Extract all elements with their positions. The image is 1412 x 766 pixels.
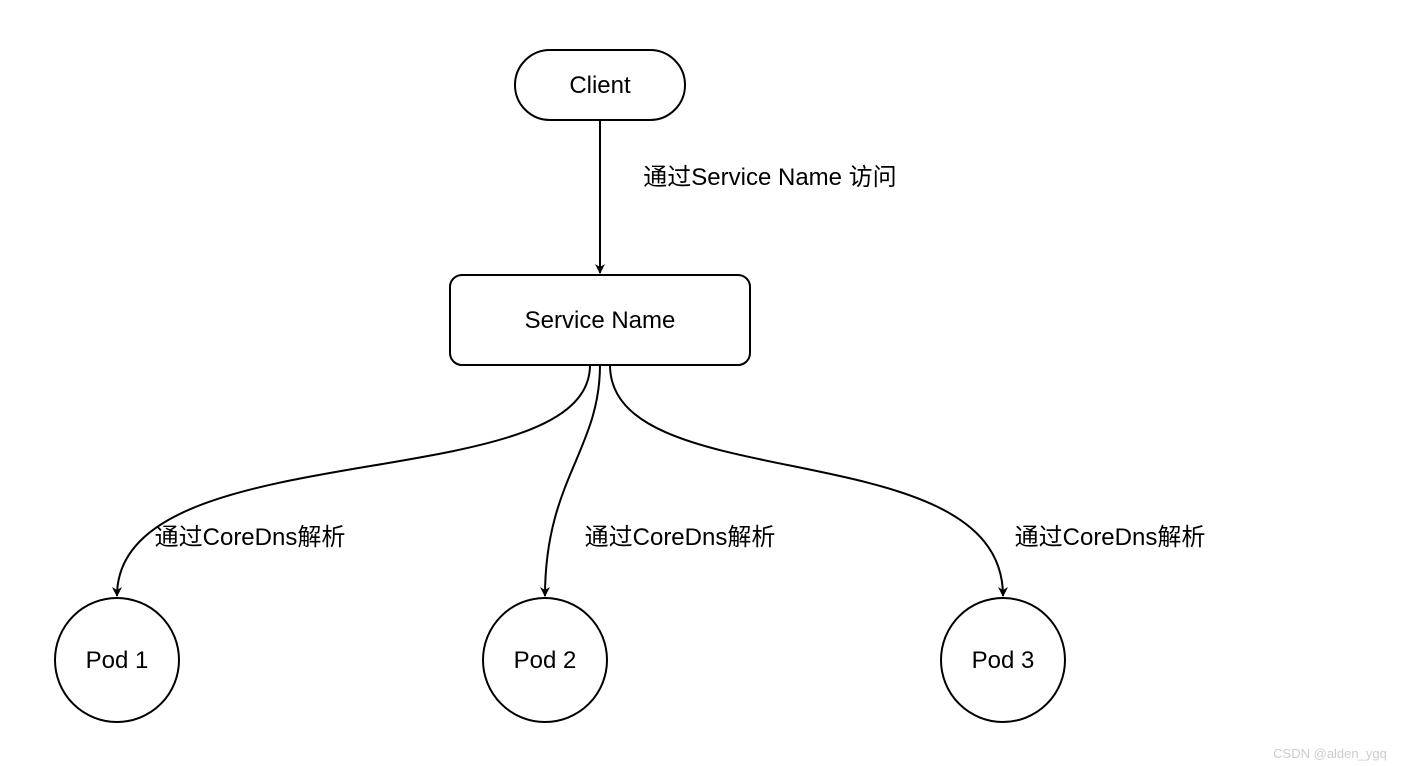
service-label: Service Name [525,307,676,334]
pod2-label: Pod 2 [514,647,577,674]
pod3-label: Pod 3 [972,647,1035,674]
edge-service-pod3 [610,365,1003,596]
edge-client-service-label: 通过Service Name 访问 [643,164,896,191]
edge-service-pod3-label: 通过CoreDns解析 [1015,524,1206,551]
service-dns-diagram: Client 通过Service Name 访问 Service Name 通过… [0,0,1412,766]
watermark: CSDN @alden_ygq [1273,746,1387,761]
client-label: Client [569,72,631,99]
edge-service-pod1-label: 通过CoreDns解析 [155,524,346,551]
edge-service-pod2 [545,365,600,596]
pod1-label: Pod 1 [86,647,149,674]
edge-service-pod2-label: 通过CoreDns解析 [585,524,776,551]
edge-service-pod1 [117,365,590,596]
